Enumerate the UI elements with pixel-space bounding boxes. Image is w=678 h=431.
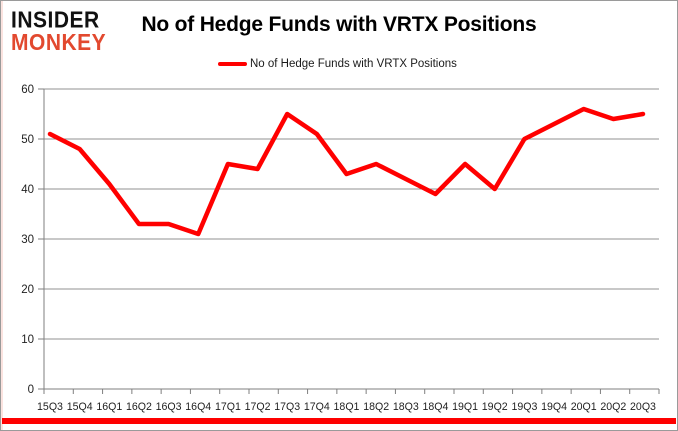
bottom-red-bar (2, 418, 676, 424)
y-tick-label: 20 (21, 284, 34, 296)
x-tick-label: 15Q3 (37, 401, 63, 413)
x-tick-label: 18Q2 (363, 401, 389, 413)
legend: No of Hedge Funds with VRTX Positions (218, 58, 457, 70)
y-tick-label: 40 (21, 184, 34, 196)
legend-label: No of Hedge Funds with VRTX Positions (250, 58, 457, 70)
x-tick-label: 17Q2 (245, 401, 271, 413)
y-tick-label: 10 (21, 334, 34, 346)
series-line (47, 106, 646, 237)
insider-monkey-logo: INSIDER MONKEY (11, 7, 107, 56)
legend-line-swatch-icon (218, 62, 247, 66)
x-tick-label: 20Q3 (630, 401, 656, 413)
x-tick-label: 18Q3 (393, 401, 419, 413)
x-tick-label: 16Q4 (185, 401, 211, 413)
x-tick-label: 17Q1 (215, 401, 241, 413)
y-tick-label: 30 (21, 234, 34, 246)
y-tick-label: 50 (21, 134, 34, 146)
x-tick-label: 16Q1 (96, 401, 122, 413)
y-tick-label: 0 (28, 384, 34, 396)
x-tick-label: 18Q4 (422, 401, 448, 413)
x-tick-label: 17Q3 (274, 401, 300, 413)
x-tick-label: 19Q3 (511, 401, 537, 413)
x-tick-label: 19Q4 (541, 401, 567, 413)
x-tick-label: 20Q1 (571, 401, 597, 413)
x-tick-label: 20Q2 (600, 401, 626, 413)
logo-text-insider: INSIDER (11, 7, 100, 33)
x-tick-label: 19Q2 (482, 401, 508, 413)
x-tick-label: 17Q4 (304, 401, 330, 413)
logo-text-monkey: MONKEY (11, 31, 107, 56)
x-tick-label: 16Q2 (126, 401, 152, 413)
x-tick-label: 15Q4 (67, 401, 93, 413)
chart-title: No of Hedge Funds with VRTX Positions (141, 13, 537, 36)
x-tick-label: 19Q1 (452, 401, 478, 413)
x-tick-label: 16Q3 (156, 401, 182, 413)
y-tick-label: 60 (21, 84, 34, 96)
x-tick-label: 18Q1 (334, 401, 360, 413)
